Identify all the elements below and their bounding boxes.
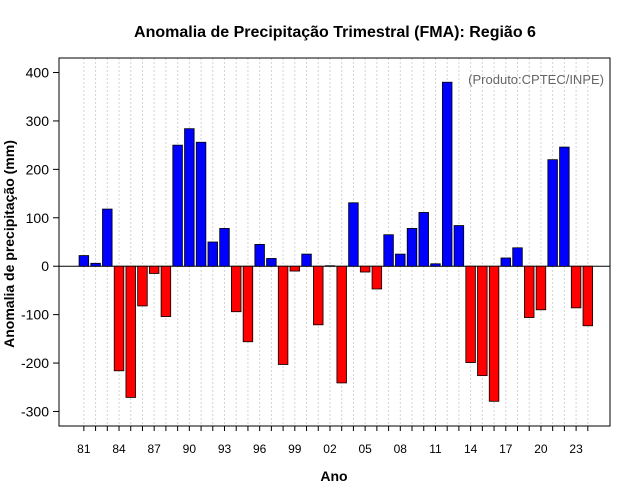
y-axis: -300 -200 -100 0 100 200 300 400 — [21, 65, 59, 419]
y-tick-label: 300 — [26, 113, 50, 129]
bar-2019 — [524, 265, 535, 318]
bar-1992 — [207, 241, 218, 267]
bars-group — [78, 81, 594, 402]
bar-2010 — [418, 212, 429, 267]
bar-2009 — [406, 228, 418, 267]
bar-1996 — [254, 244, 265, 267]
bar-1989 — [172, 144, 183, 267]
y-tick-label: -200 — [21, 355, 49, 371]
x-tick-label: 14 — [464, 442, 478, 456]
bar-2007 — [383, 234, 394, 267]
x-tick-label: 11 — [429, 442, 442, 456]
y-tick-label: 200 — [26, 161, 50, 177]
bar-1983 — [102, 208, 113, 267]
bar-2016 — [488, 265, 500, 402]
bar-2022 — [559, 146, 570, 267]
bar-1985 — [125, 265, 136, 398]
bar-1998 — [277, 265, 289, 365]
x-tick-label: 17 — [499, 442, 513, 456]
bar-2002 — [324, 265, 336, 267]
x-tick-label: 23 — [569, 442, 583, 456]
x-tick-label: 05 — [358, 442, 372, 456]
bar-1999 — [289, 265, 301, 272]
bar-2014 — [465, 265, 476, 363]
bar-2021 — [547, 159, 558, 267]
bar-1982 — [90, 262, 101, 267]
x-tick-label: 02 — [323, 442, 337, 456]
bar-1986 — [137, 265, 148, 307]
x-tick-label: 90 — [183, 442, 197, 456]
bar-2004 — [348, 202, 359, 267]
bar-2018 — [512, 247, 523, 267]
bar-1997 — [266, 258, 277, 267]
y-axis-label: Anomalia de precipitação (mm) — [1, 140, 17, 348]
bar-1993 — [219, 228, 230, 267]
plot-frame — [58, 57, 611, 427]
x-tick-label: 84 — [112, 442, 126, 456]
bar-2000 — [301, 253, 312, 267]
source-annotation: (Produto:CPTEC/INPE) — [468, 72, 604, 87]
bar-1984 — [113, 265, 125, 372]
bar-1994 — [231, 265, 242, 313]
y-tick-label: 0 — [41, 258, 49, 274]
y-tick-label: -100 — [21, 307, 49, 323]
bar-2011 — [430, 263, 441, 267]
bar-1987 — [148, 265, 160, 274]
x-tick-label: 99 — [288, 442, 302, 456]
y-tick-label: 100 — [26, 210, 50, 226]
bar-1988 — [160, 265, 172, 317]
bar-2012 — [441, 81, 453, 267]
bar-1995 — [242, 265, 254, 343]
y-tick-label: 400 — [26, 65, 50, 81]
bar-2008 — [395, 253, 406, 267]
y-tick-label: -300 — [21, 403, 49, 419]
x-tick-label: 96 — [253, 442, 267, 456]
bar-2006 — [371, 265, 383, 290]
bar-2020 — [535, 265, 547, 311]
x-axis: 81 84 87 90 93 96 99 02 05 08 11 14 17 20 23 — [77, 426, 589, 456]
bar-2001 — [313, 265, 324, 326]
bar-1991 — [195, 141, 207, 267]
bar-1990 — [184, 128, 195, 267]
bar-1981 — [78, 255, 90, 267]
x-tick-label: 20 — [534, 442, 548, 456]
x-tick-label: 81 — [77, 442, 91, 456]
bar-2024 — [582, 265, 594, 327]
x-tick-label: 08 — [394, 442, 408, 456]
bar-2005 — [359, 265, 371, 273]
x-tick-label: 93 — [218, 442, 232, 456]
bar-2017 — [500, 257, 511, 267]
bar-2023 — [570, 265, 582, 309]
bar-2003 — [336, 265, 347, 384]
grid-lines — [83, 58, 589, 426]
bar-2013 — [453, 225, 465, 267]
bar-2015 — [477, 265, 488, 377]
chart-title: Anomalia de Precipitação Trimestral (FMA… — [134, 24, 536, 41]
x-axis-label: Ano — [320, 468, 347, 484]
x-tick-label: 87 — [148, 442, 162, 456]
